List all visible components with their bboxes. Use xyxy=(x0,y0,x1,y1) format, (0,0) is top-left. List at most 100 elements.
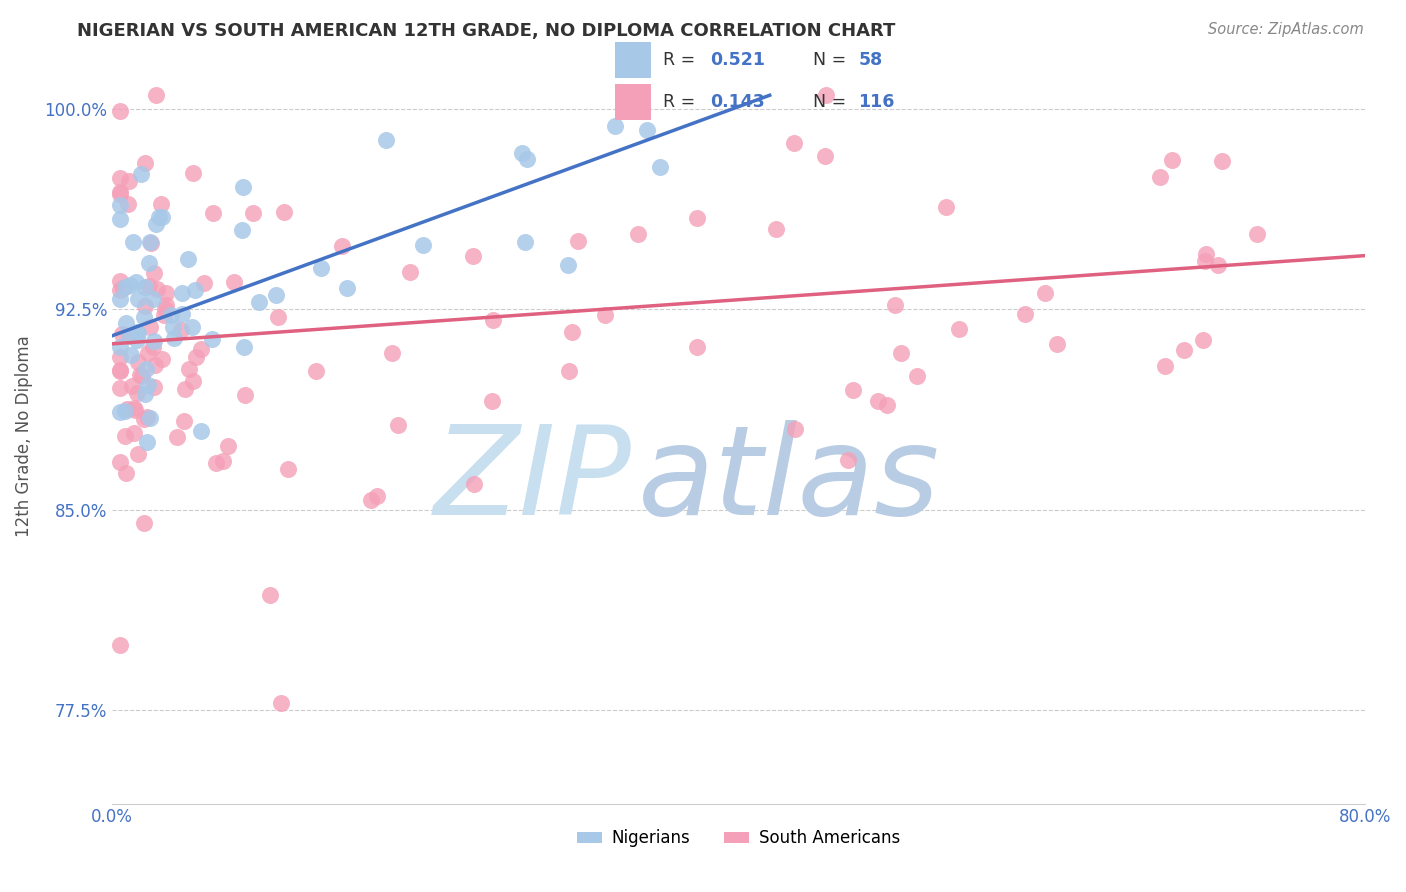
Point xyxy=(115,316,138,330)
Text: NIGERIAN VS SOUTH AMERICAN 12TH GRADE, NO DIPLOMA CORRELATION CHART: NIGERIAN VS SOUTH AMERICAN 12TH GRADE, N… xyxy=(77,22,896,40)
Point xyxy=(890,346,912,360)
Point xyxy=(184,350,207,364)
Point xyxy=(149,197,172,211)
Point xyxy=(309,261,332,276)
Point xyxy=(193,276,215,290)
Text: atlas: atlas xyxy=(638,419,941,541)
Point xyxy=(117,401,139,416)
Point xyxy=(150,352,173,367)
Point xyxy=(463,476,485,491)
Point xyxy=(905,368,928,383)
Point xyxy=(217,440,239,454)
Point xyxy=(636,122,658,136)
Point xyxy=(627,227,650,241)
Point xyxy=(135,409,157,424)
Point xyxy=(131,368,153,383)
Point xyxy=(117,174,139,188)
Point xyxy=(814,88,837,103)
Point xyxy=(121,235,143,249)
Text: R =: R = xyxy=(662,93,700,111)
Point xyxy=(138,345,160,359)
Point xyxy=(148,210,170,224)
Point xyxy=(108,363,131,377)
Point xyxy=(1206,259,1229,273)
Point xyxy=(1153,359,1175,374)
Point xyxy=(381,346,404,360)
Point xyxy=(145,88,167,103)
Point xyxy=(159,308,181,322)
Point xyxy=(1149,170,1171,185)
Point xyxy=(124,402,146,417)
Text: N =: N = xyxy=(813,51,852,69)
Point xyxy=(1211,153,1233,168)
Y-axis label: 12th Grade, No Diploma: 12th Grade, No Diploma xyxy=(15,335,32,537)
Point xyxy=(139,235,162,250)
Point xyxy=(153,302,176,317)
Point xyxy=(114,429,136,443)
Point xyxy=(935,200,957,214)
Point xyxy=(152,308,174,322)
Point xyxy=(1195,247,1218,261)
Point xyxy=(135,361,157,376)
Point xyxy=(232,340,254,354)
Point xyxy=(170,307,193,321)
Point xyxy=(108,198,131,212)
Text: R =: R = xyxy=(662,51,700,69)
Point xyxy=(122,401,145,415)
Point xyxy=(242,205,264,219)
Point xyxy=(1192,333,1215,347)
Point xyxy=(121,378,143,392)
Point xyxy=(201,332,224,346)
Point xyxy=(1161,153,1184,167)
Point xyxy=(593,308,616,322)
Point xyxy=(117,197,139,211)
FancyBboxPatch shape xyxy=(616,42,651,78)
Point xyxy=(211,454,233,468)
FancyBboxPatch shape xyxy=(616,85,651,120)
Point xyxy=(155,298,177,312)
Point xyxy=(1246,227,1268,242)
Point xyxy=(134,387,156,401)
Point xyxy=(360,492,382,507)
Point xyxy=(139,410,162,425)
Point xyxy=(224,275,246,289)
Point xyxy=(108,170,131,185)
Point xyxy=(129,368,152,383)
Point xyxy=(561,325,583,339)
Point xyxy=(179,361,201,376)
Point xyxy=(132,411,155,425)
Point xyxy=(814,149,837,163)
Point xyxy=(837,453,859,467)
Point xyxy=(233,387,256,401)
Point xyxy=(111,327,134,342)
Point xyxy=(686,340,709,354)
Point xyxy=(108,187,131,202)
Point xyxy=(1173,343,1195,358)
Point xyxy=(143,358,166,372)
Point xyxy=(108,340,131,354)
Point xyxy=(125,333,148,347)
Point xyxy=(266,287,288,301)
Point xyxy=(190,424,212,438)
Point xyxy=(765,221,787,235)
Point xyxy=(108,455,131,469)
Point xyxy=(510,146,533,161)
Point xyxy=(108,381,131,395)
Point xyxy=(173,382,195,396)
Point xyxy=(132,516,155,531)
Point xyxy=(136,377,159,392)
Point xyxy=(118,329,141,343)
Point xyxy=(685,211,707,225)
Point xyxy=(366,489,388,503)
Point xyxy=(142,339,165,353)
Text: 0.143: 0.143 xyxy=(710,93,765,111)
Point xyxy=(150,211,173,225)
Point xyxy=(247,295,270,310)
Point xyxy=(181,319,204,334)
Point xyxy=(138,255,160,269)
Point xyxy=(267,310,290,324)
Point xyxy=(387,418,409,433)
Point xyxy=(482,313,505,327)
Point xyxy=(785,422,807,436)
Point xyxy=(108,293,131,307)
